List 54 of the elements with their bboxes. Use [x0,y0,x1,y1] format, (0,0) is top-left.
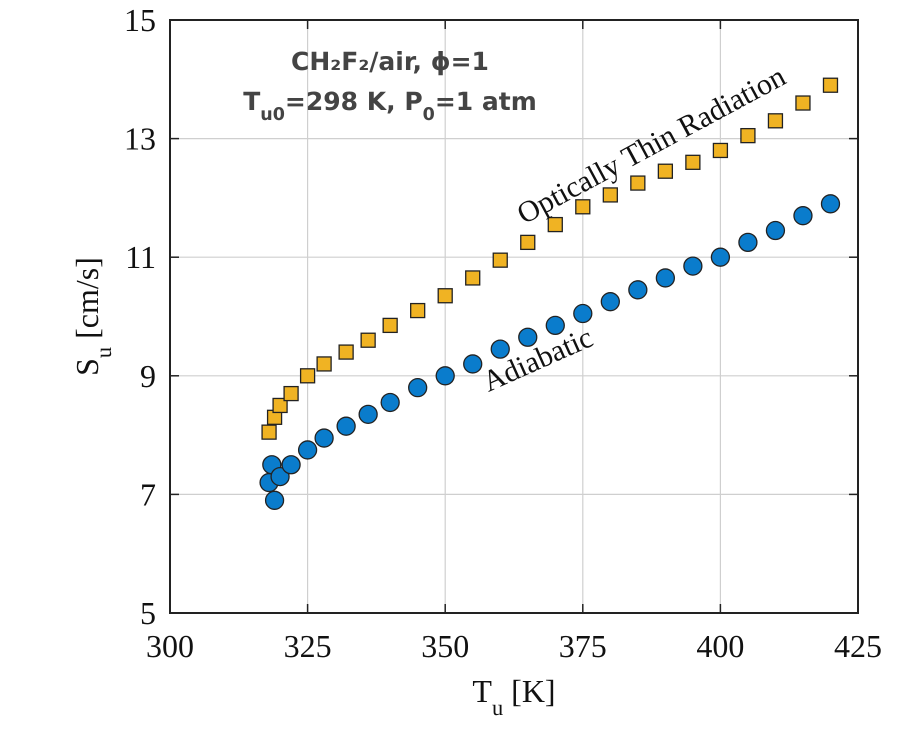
point [298,440,318,460]
point [766,220,786,240]
annotation: T$_{u0}$=298 K, P$_{0}$=1 atm [243,87,537,125]
x-tick-label: 375 [558,628,607,664]
x-tick-label: 300 [146,628,194,664]
point [463,354,482,374]
point [712,142,728,158]
point [492,252,508,268]
point [382,318,398,334]
point [410,302,426,318]
point [710,248,730,267]
point [573,304,592,324]
point [360,332,376,348]
y-tick-label: 7 [140,476,156,512]
point [822,78,838,93]
y-tick-label: 13 [124,120,156,157]
point [683,256,703,276]
x-tick-label: 350 [421,628,470,664]
y-tick-label: 9 [140,358,156,394]
x-tick-label: 400 [696,628,744,664]
point [820,194,840,214]
point [436,366,455,386]
point [520,234,536,250]
point [793,206,813,226]
point [630,175,646,191]
y-tick-label: 5 [140,595,156,631]
point [438,288,453,304]
point [316,356,332,372]
point [408,378,428,398]
point [656,268,676,288]
x-tick-label: 325 [284,628,332,664]
point [685,154,701,170]
point [300,368,316,384]
point [261,424,277,440]
point [358,404,378,424]
point [270,466,290,486]
point [264,490,284,510]
annotation: CH₂F₂/air, ϕ=1 [291,47,489,76]
point [336,416,356,436]
y-tick-label: 15 [124,2,156,38]
point [281,455,301,474]
point [283,386,299,402]
x-tick-label: 425 [834,628,882,664]
point [338,344,354,360]
point [272,398,288,414]
point [314,428,334,448]
point [738,232,758,252]
point [380,392,400,412]
y-tick-label: 11 [125,239,156,276]
point [600,292,620,312]
point [465,270,480,286]
point [795,95,811,111]
point [628,280,648,300]
x-axis-title: T$_{u}$ [K] [472,673,556,720]
